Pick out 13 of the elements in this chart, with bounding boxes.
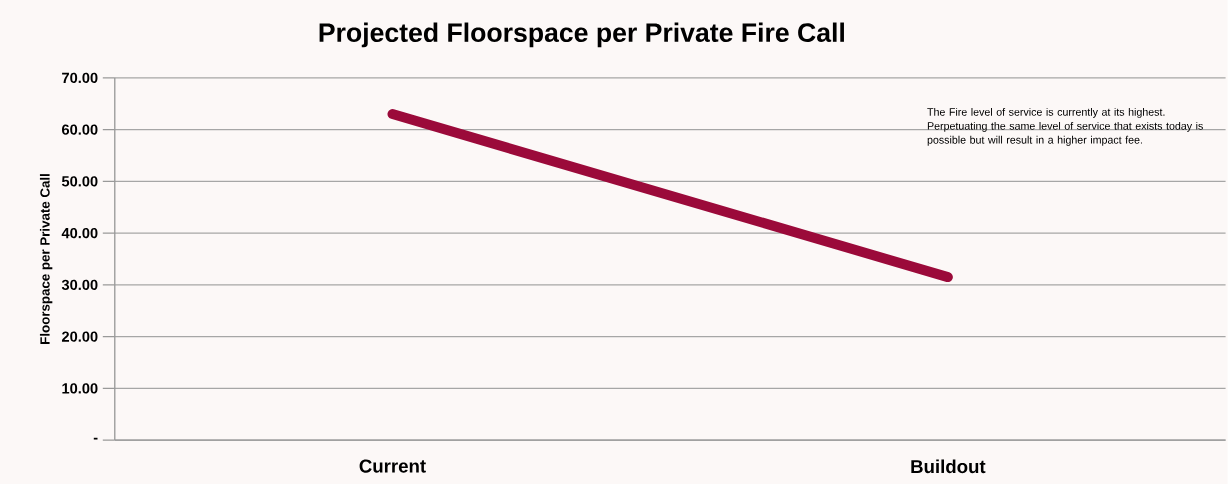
chart-title: Projected Floorspace per Private Fire Call <box>319 22 844 48</box>
x-tick-label: Buildout <box>911 459 986 474</box>
y-tick-label: - <box>93 437 98 440</box>
y-tick-label: 20.00 <box>61 331 98 342</box>
y-tick-label: 50.00 <box>61 176 98 187</box>
y-tick-label: 70.00 <box>62 72 98 84</box>
y-tick-label: 10.00 <box>62 383 98 394</box>
y-axis-title: Floorspace per Private Call <box>39 174 53 344</box>
y-tick-label: 40.00 <box>61 227 98 239</box>
y-tick-label: 30.00 <box>61 279 98 291</box>
annotation: The Fire level of service is currently at its highest. Perpetuating the same level of service that exists today is possible but will result in a higher impact fee. <box>927 107 1203 146</box>
y-tick-label: 60.00 <box>62 124 98 135</box>
x-tick-label: Current <box>359 459 426 473</box>
